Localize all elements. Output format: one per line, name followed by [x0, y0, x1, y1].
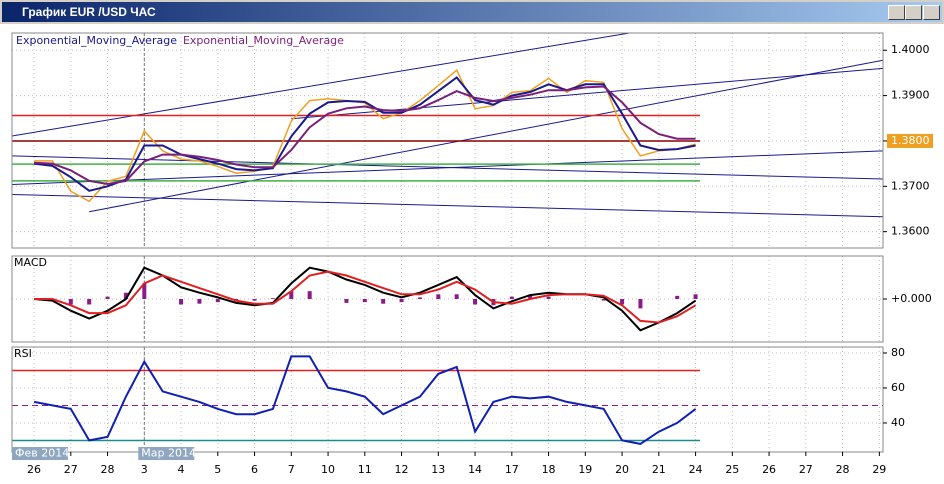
- histogram-bar: [344, 299, 349, 303]
- pane-frame: [11, 346, 884, 453]
- series-line: [34, 270, 697, 324]
- histogram-bar: [454, 294, 459, 299]
- histogram-bar: [546, 296, 551, 299]
- pane: [12, 33, 883, 248]
- x-tick-label: 13: [431, 463, 445, 476]
- x-tick-label: 10: [321, 463, 335, 476]
- x-tick-label: 17: [505, 463, 519, 476]
- chart-bg: [0, 24, 944, 484]
- histogram-bar: [142, 283, 147, 299]
- histogram-bar: [417, 297, 422, 299]
- y-tick-label: 1.4000: [891, 43, 930, 56]
- x-tick-label: 3: [141, 463, 148, 476]
- x-tick-label: 7: [288, 463, 295, 476]
- histogram-bar: [509, 296, 514, 299]
- x-tick-label: 6: [251, 463, 258, 476]
- y-tick-label: +0.000: [891, 292, 932, 305]
- y-tick-label: 40: [891, 416, 905, 429]
- x-tick-label: 11: [358, 463, 372, 476]
- legend-entry: Exponential_Moving_Average: [183, 34, 344, 47]
- x-tick-label: 4: [178, 463, 185, 476]
- trend-line: [12, 155, 883, 180]
- histogram-bar: [68, 299, 73, 305]
- histogram-bar: [399, 299, 404, 303]
- pane: [12, 347, 883, 452]
- histogram-bar: [87, 299, 92, 305]
- histogram-bar: [675, 295, 680, 299]
- last-price-box: [887, 133, 933, 148]
- pane-title: RSI: [14, 347, 32, 360]
- y-tick-label: 1.3700: [891, 179, 930, 192]
- histogram-bar: [436, 294, 441, 299]
- window-title: График EUR /USD ЧАС: [22, 5, 156, 19]
- trend-line: [12, 193, 883, 218]
- x-tick-label: 27: [64, 463, 78, 476]
- y-tick-label: 60: [891, 381, 905, 394]
- x-tick-label: 18: [542, 463, 556, 476]
- histogram-bar: [215, 299, 220, 303]
- x-tick-label: 14: [468, 463, 482, 476]
- histogram-bar: [105, 296, 110, 299]
- minimize-button[interactable]: [888, 5, 905, 20]
- histogram-bar: [693, 294, 698, 299]
- x-tick-label: 27: [799, 463, 813, 476]
- histogram-bar: [620, 299, 625, 305]
- pane: [12, 256, 883, 342]
- month-tag-label: Фев 2014: [15, 447, 69, 460]
- x-tick-label: 5: [214, 463, 221, 476]
- series-line: [33, 355, 697, 445]
- x-tick-label: 28: [101, 463, 115, 476]
- series-line: [34, 85, 696, 186]
- month-tag-label: Мар 2014: [141, 447, 196, 460]
- last-price-label: 1.3800: [891, 134, 930, 147]
- month-tag: [12, 447, 68, 460]
- histogram-bar: [601, 299, 606, 301]
- y-tick-label: 1.3600: [891, 225, 930, 238]
- pane-title: MACD: [14, 256, 47, 269]
- x-tick-label: 21: [652, 463, 666, 476]
- histogram-bar: [362, 299, 367, 303]
- histogram-bar: [307, 291, 312, 299]
- legend-entry: Exponential_Moving_Average: [16, 34, 177, 47]
- month-tag: [138, 447, 195, 460]
- trend-line: [12, 33, 630, 137]
- y-tick-label: 1.3900: [891, 89, 930, 102]
- close-button[interactable]: [923, 5, 940, 20]
- trend-line: [89, 59, 883, 213]
- histogram-bar: [289, 291, 294, 299]
- histogram-bar: [123, 292, 128, 299]
- title-bar: График EUR /USD ЧАС: [2, 2, 942, 22]
- x-tick-label: 20: [615, 463, 629, 476]
- x-tick-label: 26: [762, 463, 776, 476]
- x-tick-label: 19: [578, 463, 592, 476]
- histogram-bar: [381, 299, 386, 304]
- x-tick-label: 24: [689, 463, 703, 476]
- histogram-bar: [270, 298, 275, 299]
- x-tick-label: 25: [725, 463, 739, 476]
- histogram-bar: [638, 299, 643, 309]
- histogram-bar: [528, 295, 533, 299]
- series-line: [33, 76, 696, 192]
- histogram-bar: [197, 299, 202, 304]
- x-tick-label: 29: [872, 463, 886, 476]
- x-tick-label: 28: [836, 463, 850, 476]
- chart: 1.3600 1.3700 1.3800 1.3900 1.4000 Exponentia…: [0, 24, 944, 484]
- x-tick-label: 26: [27, 463, 41, 476]
- histogram-bar: [252, 299, 257, 301]
- histogram-bar: [473, 299, 478, 305]
- maximize-button[interactable]: [905, 5, 922, 20]
- x-tick-label: 12: [395, 463, 409, 476]
- y-tick-label: 80: [891, 346, 905, 359]
- histogram-bar: [179, 299, 184, 305]
